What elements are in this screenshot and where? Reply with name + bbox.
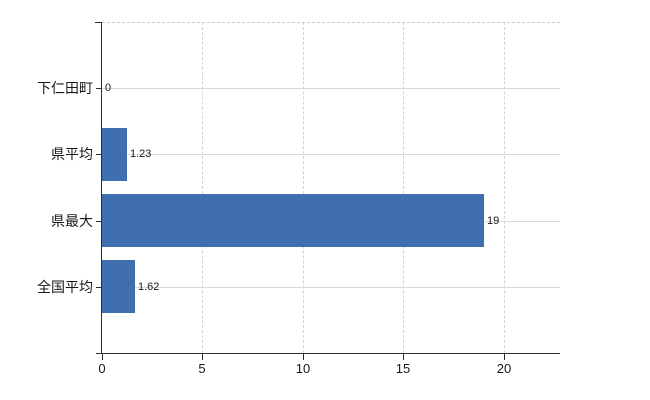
value-label: 19 [487, 215, 500, 227]
y-axis-line [101, 22, 102, 354]
bar-県最大 [102, 194, 484, 247]
horizontal-gridline [102, 287, 560, 288]
x-axis-tick [102, 354, 103, 360]
value-label: 1.23 [130, 148, 152, 160]
horizontal-gridline [102, 154, 560, 155]
category-label: 全国平均 [37, 279, 93, 295]
plot-top-border [102, 22, 560, 23]
bar-全国平均 [102, 260, 135, 313]
x-axis-line [96, 353, 560, 354]
x-tick-label: 5 [198, 361, 206, 376]
horizontal-gridline [102, 88, 560, 89]
y-axis-tick [96, 88, 102, 89]
category-label: 県平均 [51, 146, 93, 162]
category-label: 下仁田町 [37, 80, 93, 96]
vertical-gridline [403, 22, 405, 353]
vertical-gridline [302, 22, 304, 353]
x-axis-tick [504, 354, 505, 360]
x-axis-tick [403, 354, 404, 360]
value-label: 1.62 [138, 281, 160, 293]
vertical-gridline [503, 22, 505, 353]
x-tick-label: 0 [98, 361, 106, 376]
x-tick-label: 20 [496, 361, 512, 376]
y-axis-tick [96, 154, 102, 155]
y-axis-top-cap [95, 22, 102, 23]
y-axis-tick [96, 221, 102, 222]
vertical-gridline [202, 22, 204, 353]
value-label: 0 [105, 82, 112, 94]
x-tick-label: 10 [295, 361, 311, 376]
x-tick-label: 15 [395, 361, 411, 376]
y-axis-tick [96, 287, 102, 288]
x-axis-tick [202, 354, 203, 360]
bar-県平均 [102, 128, 127, 181]
category-label: 県最大 [51, 213, 93, 229]
x-axis-tick [303, 354, 304, 360]
